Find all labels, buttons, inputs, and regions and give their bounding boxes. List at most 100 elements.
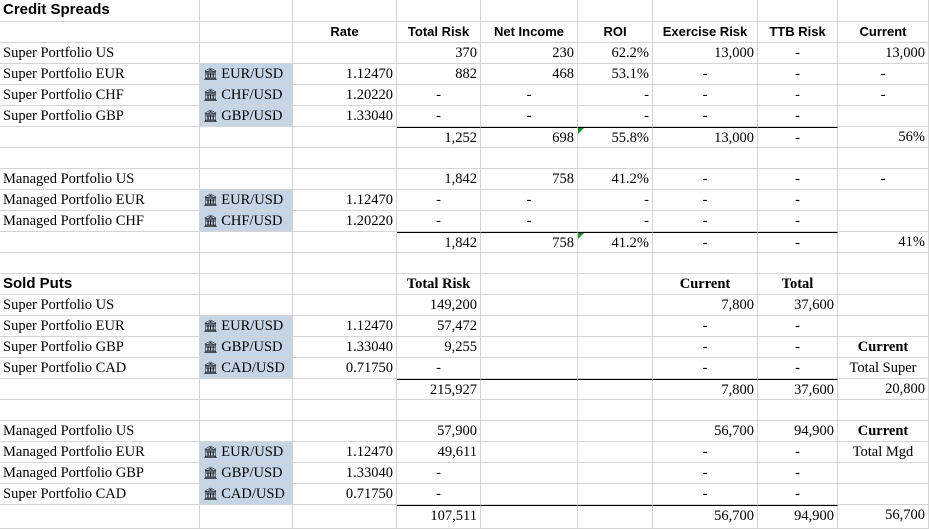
cell-r21-c9[interactable]: Current [838,421,929,442]
cell-r24-c7[interactable]: - [653,484,758,505]
cell-r18-c8[interactable]: - [758,358,838,379]
cell-r7-c9[interactable]: 56% [838,127,929,148]
cell-r1-c9[interactable] [838,0,929,22]
cell-r17-c1[interactable]: Super Portfolio GBP [0,337,200,358]
cell-r24-c4[interactable]: - [397,484,481,505]
cell-r14-c1[interactable]: Sold Puts [0,274,200,295]
cell-r4-c3[interactable]: 1.12470 [293,64,397,85]
cell-r18-c6[interactable] [578,358,653,379]
cell-r3-c2[interactable] [200,43,293,64]
cell-r4-c7[interactable]: - [653,64,758,85]
fx-pair-cell-r16[interactable]: 🏛 EUR/USD [200,316,293,337]
cell-r8-c6[interactable] [578,148,653,169]
cell-r12-c1[interactable] [0,232,200,253]
cell-r23-c5[interactable] [481,463,578,484]
cell-r1-c2[interactable] [200,0,293,22]
cell-r21-c7[interactable]: 56,700 [653,421,758,442]
cell-r8-c7[interactable] [653,148,758,169]
cell-r1-c5[interactable] [481,0,578,22]
cell-r12-c5[interactable]: 758 [481,232,578,253]
cell-r20-c9[interactable] [838,400,929,421]
cell-r13-c1[interactable] [0,253,200,274]
cell-r22-c7[interactable]: - [653,442,758,463]
cell-r12-c8[interactable]: - [758,232,838,253]
cell-r18-c7[interactable]: - [653,358,758,379]
cell-r15-c8[interactable]: 37,600 [758,295,838,316]
cell-r2-c6[interactable]: ROI [578,22,653,43]
cell-r22-c4[interactable]: 49,611 [397,442,481,463]
cell-r21-c8[interactable]: 94,900 [758,421,838,442]
cell-r14-c4[interactable]: Total Risk [397,274,481,295]
cell-r16-c8[interactable]: - [758,316,838,337]
cell-r12-c3[interactable] [293,232,397,253]
cell-r12-c2[interactable] [200,232,293,253]
cell-r16-c3[interactable]: 1.12470 [293,316,397,337]
cell-r23-c8[interactable]: - [758,463,838,484]
cell-r9-c8[interactable]: - [758,169,838,190]
cell-r23-c6[interactable] [578,463,653,484]
cell-r3-c9[interactable]: 13,000 [838,43,929,64]
cell-r7-c5[interactable]: 698 [481,127,578,148]
cell-r13-c4[interactable] [397,253,481,274]
fx-pair-cell-r5[interactable]: 🏛 CHF/USD [200,85,293,106]
cell-r21-c4[interactable]: 57,900 [397,421,481,442]
cell-r5-c5[interactable]: - [481,85,578,106]
cell-r19-c2[interactable] [200,379,293,400]
cell-r11-c3[interactable]: 1.20220 [293,211,397,232]
cell-r23-c7[interactable]: - [653,463,758,484]
cell-r8-c8[interactable] [758,148,838,169]
cell-r9-c6[interactable]: 41.2% [578,169,653,190]
cell-r17-c8[interactable]: - [758,337,838,358]
cell-r24-c9[interactable] [838,484,929,505]
cell-r13-c8[interactable] [758,253,838,274]
cell-r19-c7[interactable]: 7,800 [653,379,758,400]
cell-r25-c4[interactable]: 107,511 [397,505,481,529]
cell-r19-c4[interactable]: 215,927 [397,379,481,400]
cell-r2-c5[interactable]: Net Income [481,22,578,43]
cell-r25-c1[interactable] [0,505,200,529]
cell-r16-c7[interactable]: - [653,316,758,337]
cell-r9-c2[interactable] [200,169,293,190]
fx-pair-cell-r10[interactable]: 🏛 EUR/USD [200,190,293,211]
cell-r10-c6[interactable]: - [578,190,653,211]
cell-r2-c9[interactable]: Current [838,22,929,43]
cell-r24-c5[interactable] [481,484,578,505]
cell-r1-c4[interactable] [397,0,481,22]
cell-r13-c7[interactable] [653,253,758,274]
cell-r4-c5[interactable]: 468 [481,64,578,85]
cell-r13-c9[interactable] [838,253,929,274]
cell-r25-c8[interactable]: 94,900 [758,505,838,529]
cell-r2-c3[interactable]: Rate [293,22,397,43]
cell-r10-c7[interactable]: - [653,190,758,211]
cell-r9-c3[interactable] [293,169,397,190]
cell-r3-c5[interactable]: 230 [481,43,578,64]
cell-r19-c5[interactable] [481,379,578,400]
fx-pair-cell-r23[interactable]: 🏛 GBP/USD [200,463,293,484]
cell-r25-c7[interactable]: 56,700 [653,505,758,529]
cell-r3-c7[interactable]: 13,000 [653,43,758,64]
cell-r18-c5[interactable] [481,358,578,379]
fx-pair-cell-r4[interactable]: 🏛 EUR/USD [200,64,293,85]
cell-r10-c4[interactable]: - [397,190,481,211]
cell-r7-c3[interactable] [293,127,397,148]
cell-r7-c6[interactable]: 55.8% [578,127,653,148]
cell-r1-c8[interactable] [758,0,838,22]
cell-r9-c7[interactable]: - [653,169,758,190]
cell-r15-c7[interactable]: 7,800 [653,295,758,316]
cell-r11-c5[interactable]: - [481,211,578,232]
cell-r25-c9[interactable]: 56,700 [838,505,929,529]
cell-r15-c1[interactable]: Super Portfolio US [0,295,200,316]
cell-r14-c9[interactable] [838,274,929,295]
cell-r21-c6[interactable] [578,421,653,442]
cell-r4-c8[interactable]: - [758,64,838,85]
fx-pair-cell-r22[interactable]: 🏛 EUR/USD [200,442,293,463]
cell-r23-c4[interactable]: - [397,463,481,484]
cell-r15-c9[interactable] [838,295,929,316]
cell-r14-c8[interactable]: Total [758,274,838,295]
cell-r7-c7[interactable]: 13,000 [653,127,758,148]
cell-r3-c1[interactable]: Super Portfolio US [0,43,200,64]
cell-r10-c8[interactable]: - [758,190,838,211]
fx-pair-cell-r17[interactable]: 🏛 GBP/USD [200,337,293,358]
cell-r22-c5[interactable] [481,442,578,463]
cell-r24-c6[interactable] [578,484,653,505]
